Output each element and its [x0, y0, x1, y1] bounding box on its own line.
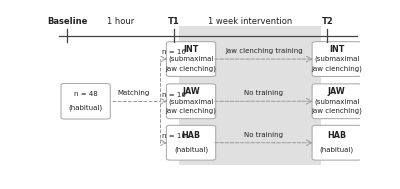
Text: (submaximal: (submaximal: [314, 56, 360, 62]
Text: Baseline: Baseline: [47, 17, 87, 26]
FancyBboxPatch shape: [312, 84, 361, 119]
Text: (submaximal: (submaximal: [314, 98, 360, 105]
Text: No training: No training: [244, 90, 283, 96]
Text: n = 48: n = 48: [74, 91, 98, 97]
Text: JAW: JAW: [328, 87, 346, 96]
Text: T2: T2: [322, 17, 333, 26]
Text: jaw clenching): jaw clenching): [311, 65, 362, 72]
Text: n = 16: n = 16: [162, 133, 186, 139]
Text: n = 16: n = 16: [162, 50, 186, 55]
Text: INT: INT: [183, 45, 199, 54]
Text: HAB: HAB: [182, 131, 201, 140]
Text: No training: No training: [244, 132, 283, 138]
Text: jaw clenching): jaw clenching): [311, 108, 362, 114]
FancyBboxPatch shape: [312, 125, 361, 160]
Text: T1: T1: [168, 17, 180, 26]
FancyBboxPatch shape: [61, 84, 110, 119]
Text: n = 16: n = 16: [162, 92, 186, 98]
Text: (habitual): (habitual): [68, 105, 103, 112]
Text: (submaximal: (submaximal: [168, 56, 214, 62]
Text: HAB: HAB: [327, 131, 346, 140]
Text: jaw clenching): jaw clenching): [166, 108, 216, 114]
Text: (submaximal: (submaximal: [168, 98, 214, 105]
FancyBboxPatch shape: [312, 42, 361, 77]
FancyBboxPatch shape: [166, 42, 216, 77]
Text: Jaw clenching training: Jaw clenching training: [225, 48, 303, 54]
FancyBboxPatch shape: [166, 125, 216, 160]
FancyBboxPatch shape: [166, 84, 216, 119]
Text: INT: INT: [329, 45, 344, 54]
Text: JAW: JAW: [182, 87, 200, 96]
Text: jaw clenching): jaw clenching): [166, 65, 216, 72]
Text: 1 hour: 1 hour: [107, 17, 134, 26]
Text: (habitual): (habitual): [320, 146, 354, 153]
Text: (habitual): (habitual): [174, 146, 208, 153]
FancyBboxPatch shape: [179, 26, 321, 165]
Text: 1 week intervention: 1 week intervention: [208, 17, 292, 26]
Text: Matching: Matching: [117, 90, 150, 96]
